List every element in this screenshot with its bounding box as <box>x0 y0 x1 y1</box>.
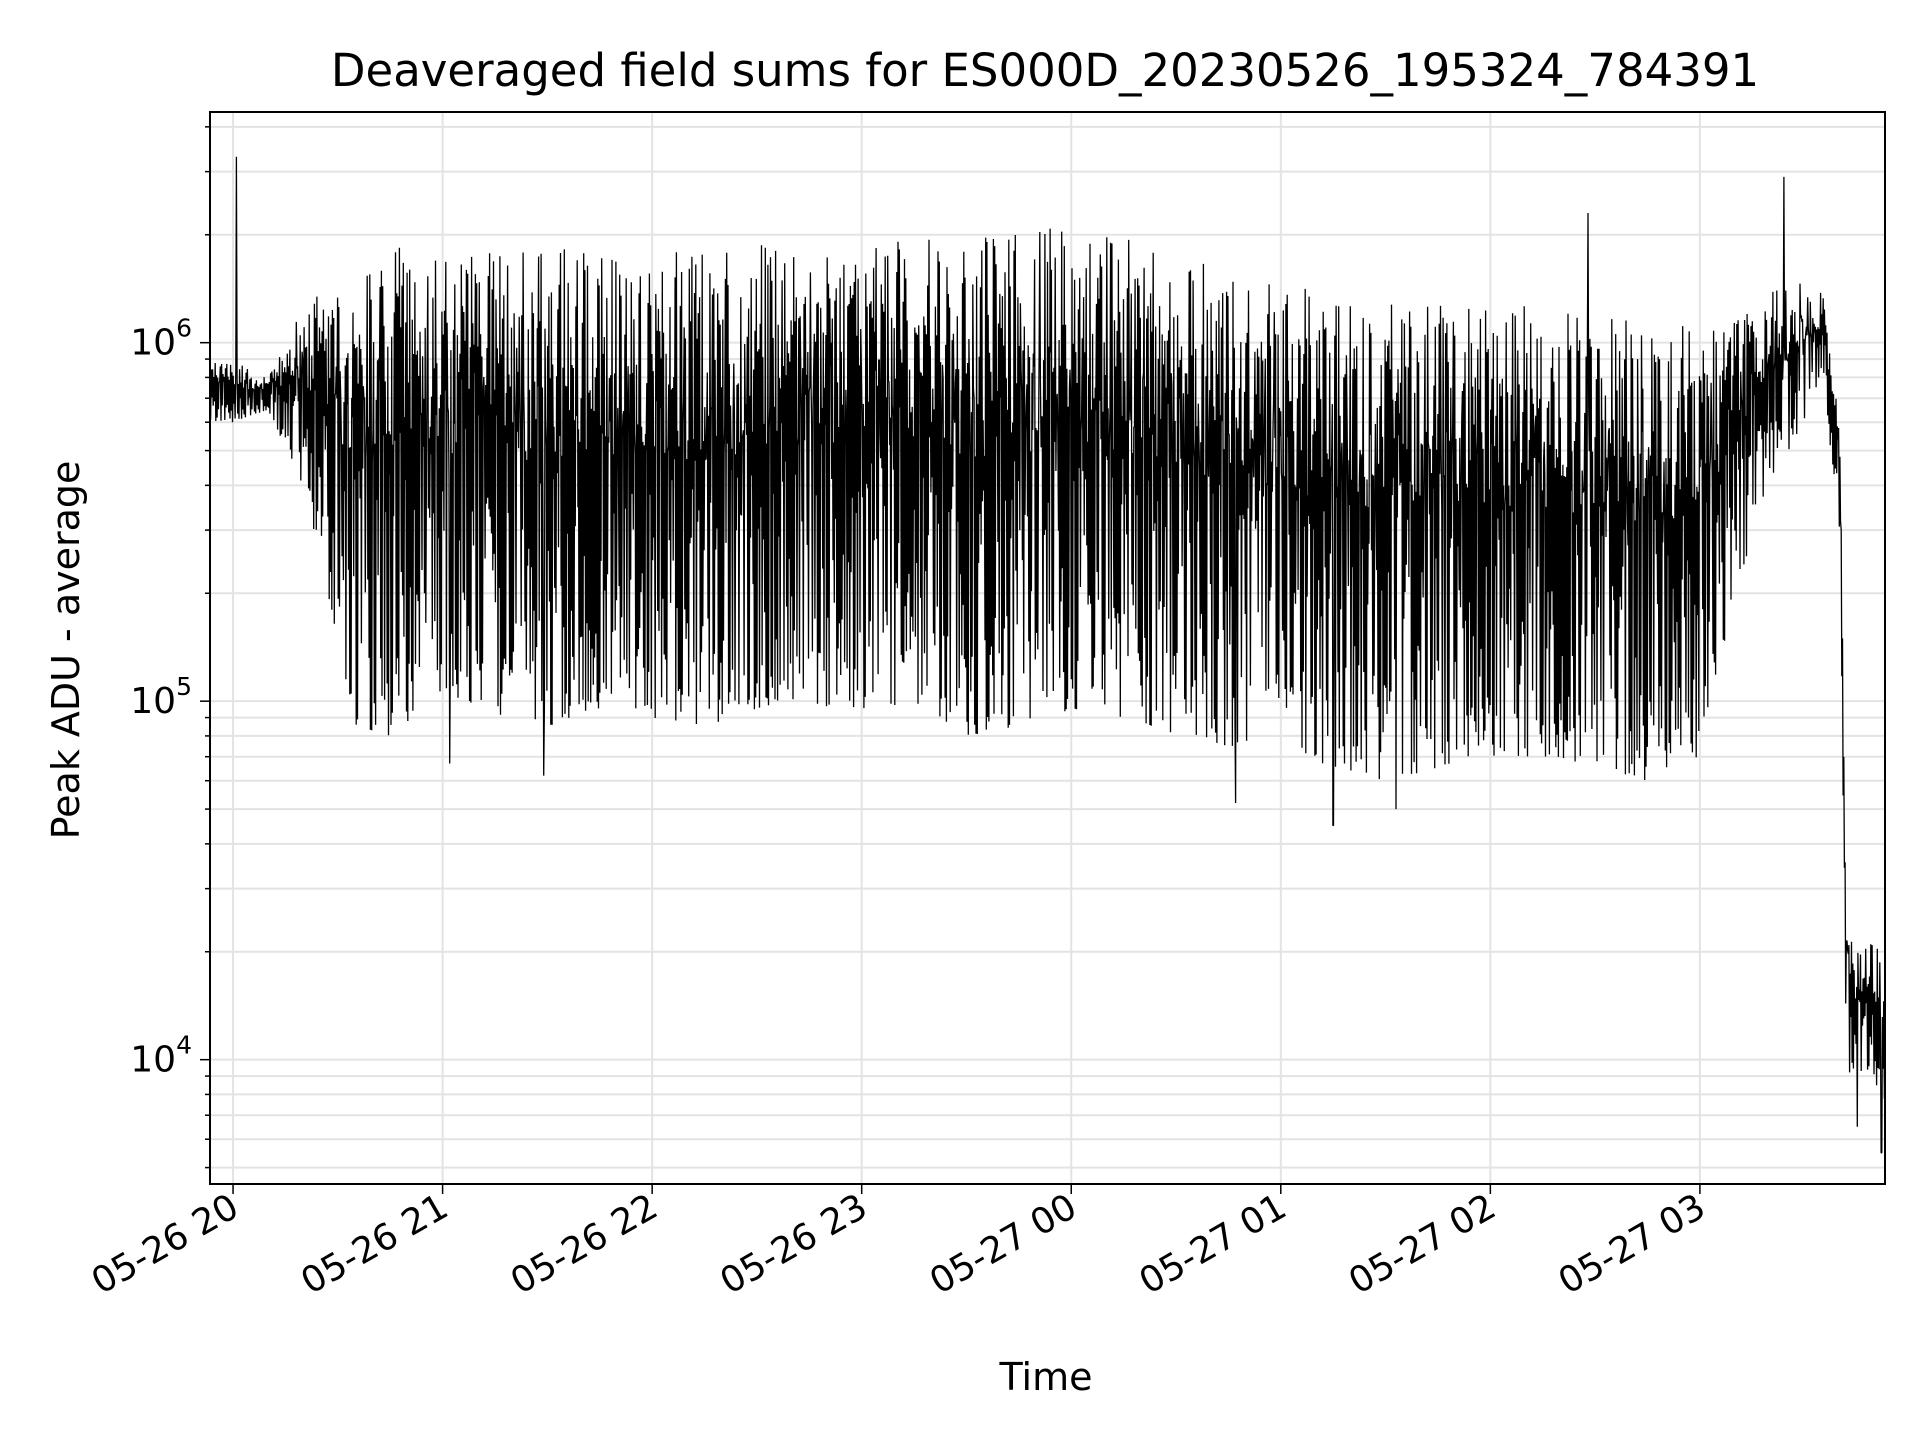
series-line <box>209 156 1886 1154</box>
series-layer <box>209 156 1886 1154</box>
y-tick-label: 106 <box>130 314 192 364</box>
y-axis-ticks: 104 105 106 <box>130 126 210 1169</box>
plot-frame <box>209 111 1886 1185</box>
y-axis-label: Peak ADU - average <box>44 461 88 840</box>
x-axis-label: Time <box>999 1355 1093 1399</box>
y-tick-label: 105 <box>130 672 192 722</box>
chart-title: Deaveraged field sums for ES000D_2023052… <box>331 44 1759 97</box>
y-tick-label: 104 <box>130 1031 192 1081</box>
